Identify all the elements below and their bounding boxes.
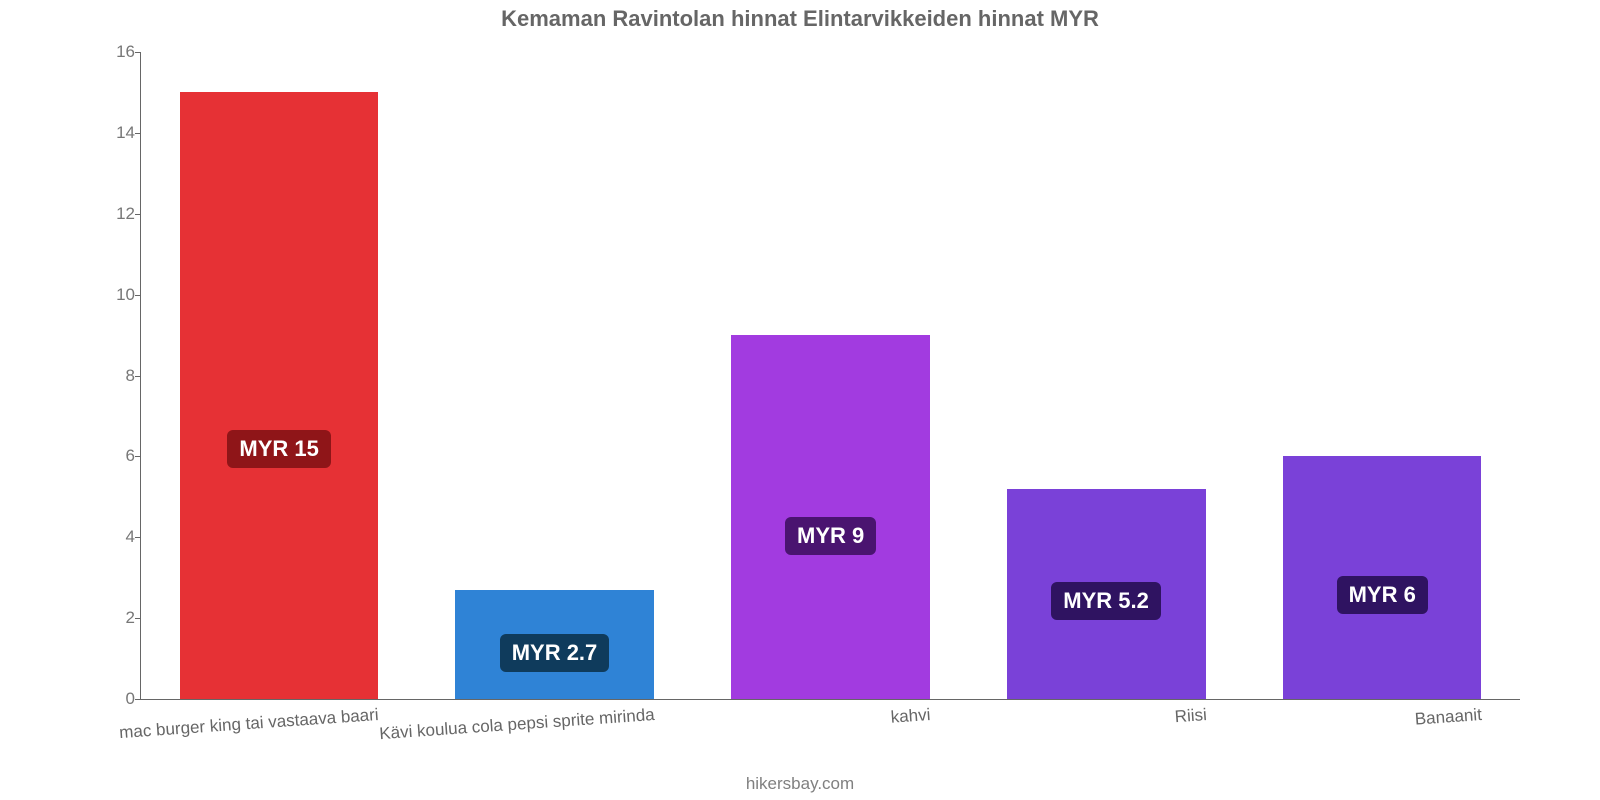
y-tick-mark: [135, 376, 141, 377]
bar-chart: Kemaman Ravintolan hinnat Elintarvikkeid…: [0, 0, 1600, 800]
y-tick-label: 16: [95, 42, 135, 62]
y-tick-label: 14: [95, 123, 135, 143]
x-axis-label: kahvi: [890, 705, 931, 728]
y-tick-mark: [135, 295, 141, 296]
plot-area: 0246810121416MYR 15mac burger king tai v…: [140, 52, 1520, 700]
y-tick-mark: [135, 456, 141, 457]
x-axis-label: mac burger king tai vastaava baari: [119, 705, 380, 743]
y-tick-mark: [135, 133, 141, 134]
bar-value-badge: MYR 2.7: [500, 634, 610, 672]
y-tick-label: 2: [95, 608, 135, 628]
y-tick-label: 6: [95, 446, 135, 466]
bar-value-badge: MYR 15: [227, 430, 330, 468]
y-tick-mark: [135, 214, 141, 215]
y-tick-label: 10: [95, 285, 135, 305]
x-axis-label: Kävi koulua cola pepsi sprite mirinda: [379, 705, 656, 744]
bar: [180, 92, 379, 699]
bar-value-badge: MYR 5.2: [1051, 582, 1161, 620]
bar-value-badge: MYR 6: [1337, 576, 1428, 614]
bar-value-badge: MYR 9: [785, 517, 876, 555]
y-tick-label: 8: [95, 366, 135, 386]
y-tick-mark: [135, 52, 141, 53]
y-tick-mark: [135, 618, 141, 619]
x-axis-label: Banaanit: [1415, 705, 1483, 730]
y-tick-mark: [135, 537, 141, 538]
chart-title: Kemaman Ravintolan hinnat Elintarvikkeid…: [0, 0, 1600, 32]
x-axis-label: Riisi: [1174, 705, 1207, 727]
y-tick-mark: [135, 699, 141, 700]
y-tick-label: 4: [95, 527, 135, 547]
source-credit: hikersbay.com: [746, 774, 854, 794]
y-tick-label: 0: [95, 689, 135, 709]
y-tick-label: 12: [95, 204, 135, 224]
